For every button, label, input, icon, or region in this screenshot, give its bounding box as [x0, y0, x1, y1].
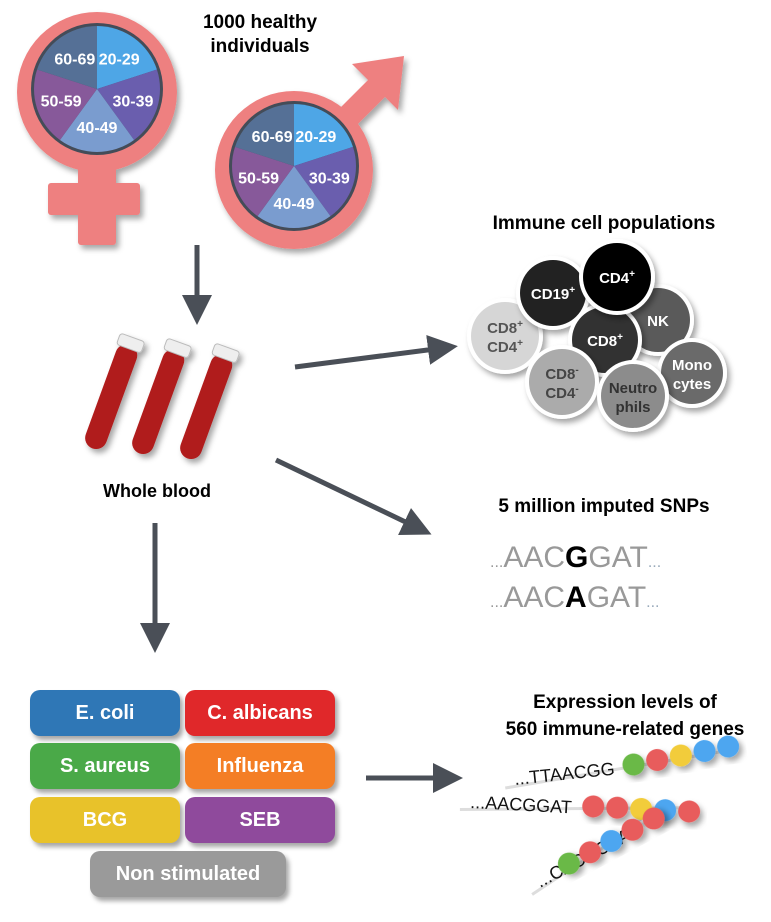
stimulus-e-coli: E. coli — [30, 690, 180, 736]
pie-slice-40-49 — [59, 89, 135, 152]
pie-label: 40-49 — [274, 196, 315, 213]
cell-label: CD4+ — [487, 338, 523, 356]
pie-slice-30-39 — [97, 69, 160, 140]
cell-label: cytes — [673, 376, 711, 393]
immune-cell-cluster: CD8+CD4+CD19+NKCD8+CD4+CD8-CD4-Monocytes… — [467, 239, 727, 432]
cell-body — [661, 342, 723, 404]
cell-body — [529, 349, 595, 415]
pie-slice-60-69 — [37, 26, 97, 89]
cell-label: Mono — [672, 357, 712, 374]
cell-label: CD8+ — [487, 319, 523, 337]
cell-monocytes: Mono cytes — [657, 338, 727, 408]
expression-strand: ...CACGCAA — [531, 807, 665, 896]
cell-body — [583, 243, 651, 311]
cell-label: CD8- — [545, 365, 578, 383]
pie-slice-20-29 — [97, 26, 157, 89]
expression-bead — [557, 852, 580, 875]
cell-neutrophils: Neutro phils — [597, 360, 669, 432]
cell-label: Neutro — [609, 380, 657, 397]
pie-slice-30-39 — [294, 146, 357, 217]
stimulus-s-aureus: S. aureus — [30, 743, 180, 789]
arrow-to-cells — [294, 335, 458, 370]
snps-title: 5 million imputed SNPs — [498, 496, 709, 517]
cell-label: CD19+ — [531, 285, 575, 303]
snp-sequence-2: ...AACAGAT... — [490, 581, 660, 614]
pie-label: 20-29 — [99, 51, 140, 68]
arrows — [140, 245, 463, 793]
cell-cd8cd4: CD8-CD4- — [525, 345, 599, 419]
expression-bead — [642, 807, 665, 830]
pie-slice-20-29 — [294, 104, 353, 166]
blood-tubes-icon — [85, 333, 240, 460]
expression-title-line1: Expression levels of — [533, 692, 717, 713]
expression-bead — [717, 735, 740, 758]
stimulus-non-stimulated: Non stimulated — [90, 851, 286, 897]
pie-label: 30-39 — [112, 94, 153, 111]
expression-bead — [579, 841, 602, 864]
pie-label: 20-29 — [295, 129, 336, 146]
cell-label: phils — [615, 399, 650, 416]
arrow-to-snps — [274, 457, 432, 536]
sample-label: Whole blood — [103, 481, 211, 501]
expression-bead — [646, 749, 669, 772]
pie-slice-50-59 — [34, 69, 97, 140]
strand-sequence: ...TTAACGG — [513, 759, 615, 789]
pie-label: 30-39 — [309, 170, 350, 187]
svg-text:...AACGGAT...: ...AACGGAT... — [490, 541, 661, 574]
expression-bead — [582, 795, 605, 818]
stimulus-influenza: Influenza — [185, 743, 335, 789]
cell-label: NK — [647, 313, 669, 330]
pie-label: 40-49 — [77, 120, 118, 137]
pie-label: 50-59 — [238, 170, 279, 187]
expression-bead — [678, 800, 701, 823]
snp-sequence-1: ...AACGGAT... — [490, 541, 661, 574]
svg-text:...AACAGAT...: ...AACAGAT... — [490, 581, 660, 614]
expression-bead — [693, 740, 716, 763]
expression-bead — [622, 753, 645, 776]
cell-cd4: CD4+ — [579, 239, 655, 315]
cell-label: CD4+ — [599, 269, 635, 287]
pie-label: 60-69 — [54, 51, 95, 68]
expression-bead — [606, 796, 629, 819]
male-age-pie: 20-29 30-39 40-49 50-59 60-69 — [229, 101, 359, 231]
expression-bead — [669, 744, 692, 767]
expression-title-line2: 560 immune-related genes — [506, 719, 745, 740]
cell-body — [520, 260, 586, 326]
cell-body — [601, 364, 665, 428]
cell-cd8cd4: CD8+CD4+ — [467, 298, 543, 374]
pie-slice-40-49 — [257, 166, 331, 228]
strand-sequence: ...AACGGAT — [470, 792, 573, 817]
expression-strands: ...TTAACGG ...AACGGAT...CACGCAA — [459, 735, 740, 896]
cell-cd19: CD19+ — [516, 256, 590, 330]
stimulus-bcg: BCG — [30, 797, 180, 843]
cell-label: CD4- — [545, 384, 578, 402]
pie-label: 60-69 — [252, 129, 293, 146]
pie-slice-60-69 — [235, 104, 294, 166]
pie-slice-50-59 — [232, 146, 294, 217]
expression-bead — [621, 818, 644, 841]
cell-label: CD8+ — [587, 332, 623, 350]
pie-label: 50-59 — [41, 94, 82, 111]
cells-title: Immune cell populations — [493, 213, 716, 234]
stimulus-seb: SEB — [185, 797, 335, 843]
stimulus-c-albicans: C. albicans — [185, 690, 335, 736]
expression-strand: ...TTAACGG — [505, 735, 740, 790]
title-line1: 1000 healthy — [203, 12, 317, 33]
cell-body — [471, 302, 539, 370]
female-age-pie: 20-29 30-39 40-49 50-59 60-69 — [31, 23, 163, 155]
expression-bead — [600, 830, 623, 853]
title-line2: individuals — [210, 36, 309, 57]
